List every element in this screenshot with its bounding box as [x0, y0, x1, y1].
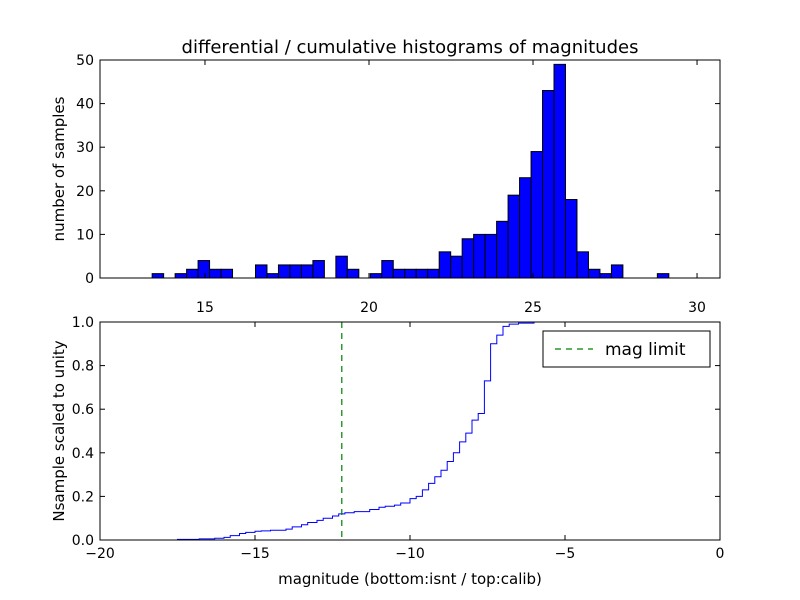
histogram-bar	[599, 273, 612, 279]
histogram-bar	[461, 238, 475, 279]
histogram-bar	[587, 268, 601, 279]
bottom-y-tick-label: 1.0	[72, 315, 94, 331]
histogram-bar	[519, 177, 532, 279]
top-y-axis-label: number of samples	[50, 96, 68, 241]
differential-histogram-panel: 0 10 20 30 40 50 15 20 25 30	[76, 53, 721, 316]
histogram-bar	[151, 273, 165, 279]
top-x-tick-label: 25	[524, 300, 542, 316]
cumulative-histogram-panel: 0.0 0.2 0.4 0.6 0.8 1.0 −20 −15 −10 −5 0 mag limit	[72, 315, 725, 562]
histogram-bar	[174, 273, 188, 279]
histogram-bar	[266, 273, 279, 279]
bottom-x-tick-label: −20	[85, 546, 115, 562]
histogram-bar	[277, 264, 291, 279]
histogram-bar	[312, 260, 325, 279]
bottom-y-tick-label: 0.4	[72, 446, 94, 462]
histogram-bar	[507, 194, 521, 279]
top-axes-frame	[99, 59, 721, 279]
histogram-bar	[438, 251, 452, 279]
top-y-tick-label: 30	[76, 140, 94, 156]
bottom-y-tick-label: 0.2	[72, 489, 94, 505]
histogram-bar	[610, 264, 624, 279]
top-y-tick-label: 10	[76, 227, 94, 243]
histogram-bar	[209, 268, 222, 279]
bottom-y-tick-label: 0.6	[72, 402, 94, 418]
bottom-x-tick-label: −10	[395, 546, 425, 562]
histogram-bar	[335, 255, 348, 279]
bottom-y-tick-label: 0.0	[72, 533, 94, 549]
histogram-bar	[404, 268, 417, 279]
legend: mag limit	[542, 330, 711, 368]
histogram-bar	[656, 273, 670, 279]
top-x-tick-label: 15	[196, 300, 214, 316]
histogram-bar	[197, 260, 211, 279]
bottom-x-tick-label: 0	[716, 546, 725, 562]
histogram-bar	[542, 90, 555, 279]
histogram-bar	[300, 264, 314, 279]
bottom-y-tick-label: 0.8	[72, 359, 94, 375]
bottom-x-tick-label: −15	[240, 546, 270, 562]
histogram-bar	[530, 151, 544, 279]
histogram-bar	[254, 264, 268, 279]
histogram-bar	[369, 273, 383, 279]
histogram-bar	[415, 268, 429, 279]
legend-label: mag limit	[605, 340, 686, 360]
cumulative-series-line	[100, 321, 720, 541]
bottom-y-axis-label: Nsample scaled to unity	[50, 340, 68, 521]
histogram-bar	[392, 268, 406, 279]
histogram-bar	[473, 233, 486, 279]
top-x-tick-label: 30	[688, 300, 706, 316]
histogram-bar	[553, 63, 566, 279]
histogram-bar	[496, 220, 509, 279]
histogram-bar	[186, 268, 199, 279]
chart-title: differential / cumulative histograms of …	[182, 37, 639, 58]
top-y-tick-label: 0	[85, 271, 94, 287]
histogram-bar	[289, 264, 302, 279]
bottom-x-axis-label: magnitude (bottom:isnt / top:calib)	[278, 570, 542, 588]
histogram-bar	[576, 251, 589, 279]
histogram-bar	[346, 268, 360, 279]
top-y-tick-label: 40	[76, 97, 94, 113]
bottom-x-tick-label: −5	[555, 546, 576, 562]
top-y-tick-label: 50	[76, 53, 94, 69]
histogram-bar	[220, 268, 234, 279]
histogram-bar	[381, 260, 394, 279]
histogram-bar	[484, 233, 498, 279]
top-y-tick-label: 20	[76, 184, 94, 200]
histogram-bar	[564, 199, 578, 279]
histogram-bar	[450, 255, 463, 279]
top-x-tick-label: 20	[360, 300, 378, 316]
histogram-bar	[427, 268, 440, 279]
